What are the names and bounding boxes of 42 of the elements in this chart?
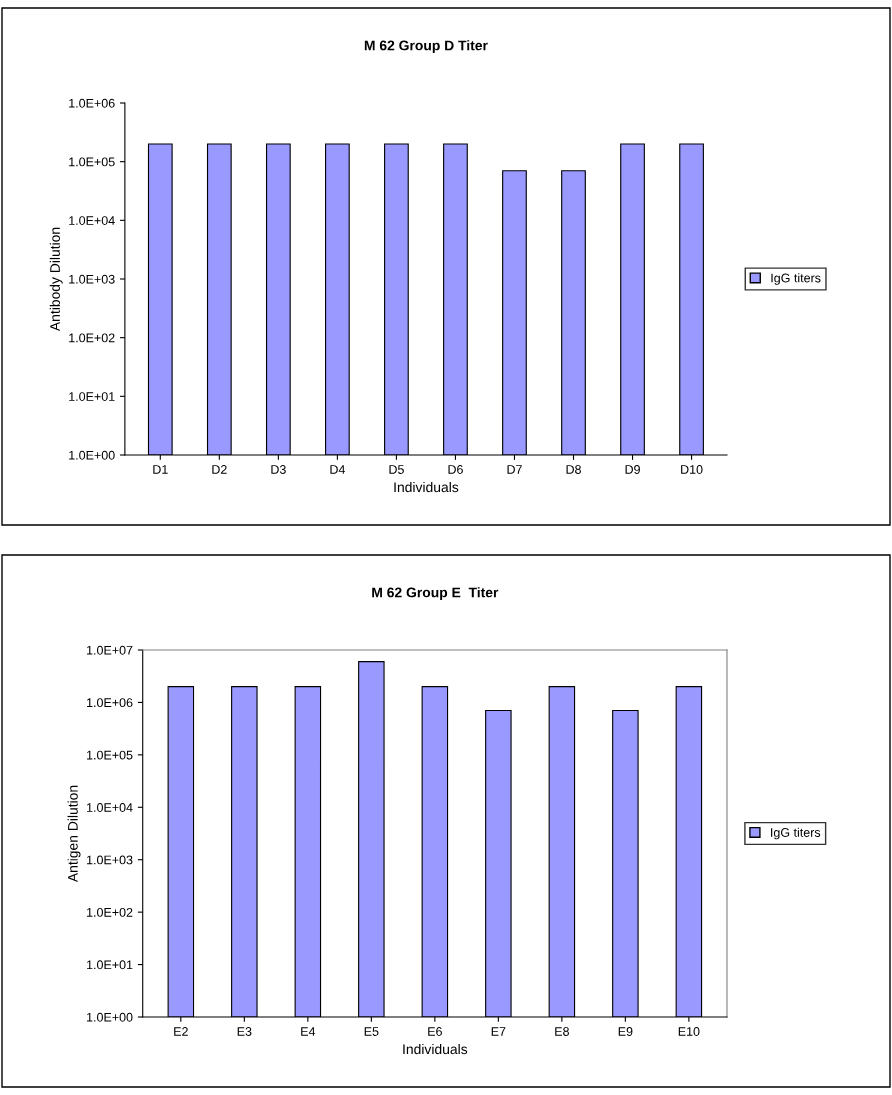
x-tick-label: D1 <box>153 465 168 474</box>
legend-label: IgG titers <box>771 273 821 285</box>
y-tick-label: 1.0E+00 <box>87 1012 133 1022</box>
y-tick-label: 1.0E+01 <box>87 960 133 970</box>
y-tick-label: 1.0E+04 <box>69 216 115 225</box>
legend-label: IgG titers <box>771 827 821 840</box>
y-tick-label: 1.0E+03 <box>69 274 115 284</box>
x-tick-label: D10 <box>681 465 703 474</box>
x-tick-label: D6 <box>448 465 463 474</box>
x-tick-label: D4 <box>330 465 346 474</box>
x-tick-label: E4 <box>301 1027 316 1036</box>
x-axis-title: Individuals <box>403 1043 468 1055</box>
y-tick-label: 1.0E+05 <box>69 157 115 167</box>
x-tick-label: E7 <box>491 1027 506 1036</box>
x-tick-label: E9 <box>618 1027 633 1036</box>
x-tick-label: D5 <box>389 465 404 474</box>
chart-title: M 62 Group D Titer <box>364 40 488 54</box>
x-tick-label: D3 <box>271 465 286 474</box>
x-tick-label: D2 <box>212 465 227 474</box>
x-tick-label: E6 <box>428 1027 442 1036</box>
y-tick-label: 1.0E+07 <box>87 645 133 655</box>
y-tick-label: 1.0E+00 <box>69 450 115 460</box>
y-tick-label: 1.0E+03 <box>87 855 133 865</box>
y-axis-title: Antibody Dilution <box>49 227 63 332</box>
y-tick-label: 1.0E+05 <box>87 750 133 760</box>
chart-title: M 62 Group E Titer <box>372 587 499 601</box>
x-tick-label: E3 <box>237 1027 252 1036</box>
x-tick-label: E2 <box>174 1027 188 1036</box>
y-tick-label: 1.0E+06 <box>69 98 115 108</box>
x-tick-label: E8 <box>555 1027 569 1036</box>
x-tick-label: D7 <box>507 465 522 474</box>
y-tick-label: 1.0E+01 <box>69 392 115 401</box>
y-tick-label: 1.0E+02 <box>69 333 115 343</box>
x-axis-title: Individuals <box>394 481 459 493</box>
y-tick-label: 1.0E+04 <box>87 803 133 812</box>
x-tick-label: E5 <box>364 1027 379 1036</box>
x-tick-label: D9 <box>625 465 640 474</box>
y-tick-label: 1.0E+06 <box>87 698 133 708</box>
x-tick-label: E10 <box>678 1027 700 1036</box>
x-tick-label: D8 <box>566 465 581 474</box>
y-axis-title: Antigen Dilution <box>67 785 81 883</box>
y-tick-label: 1.0E+02 <box>87 907 133 917</box>
